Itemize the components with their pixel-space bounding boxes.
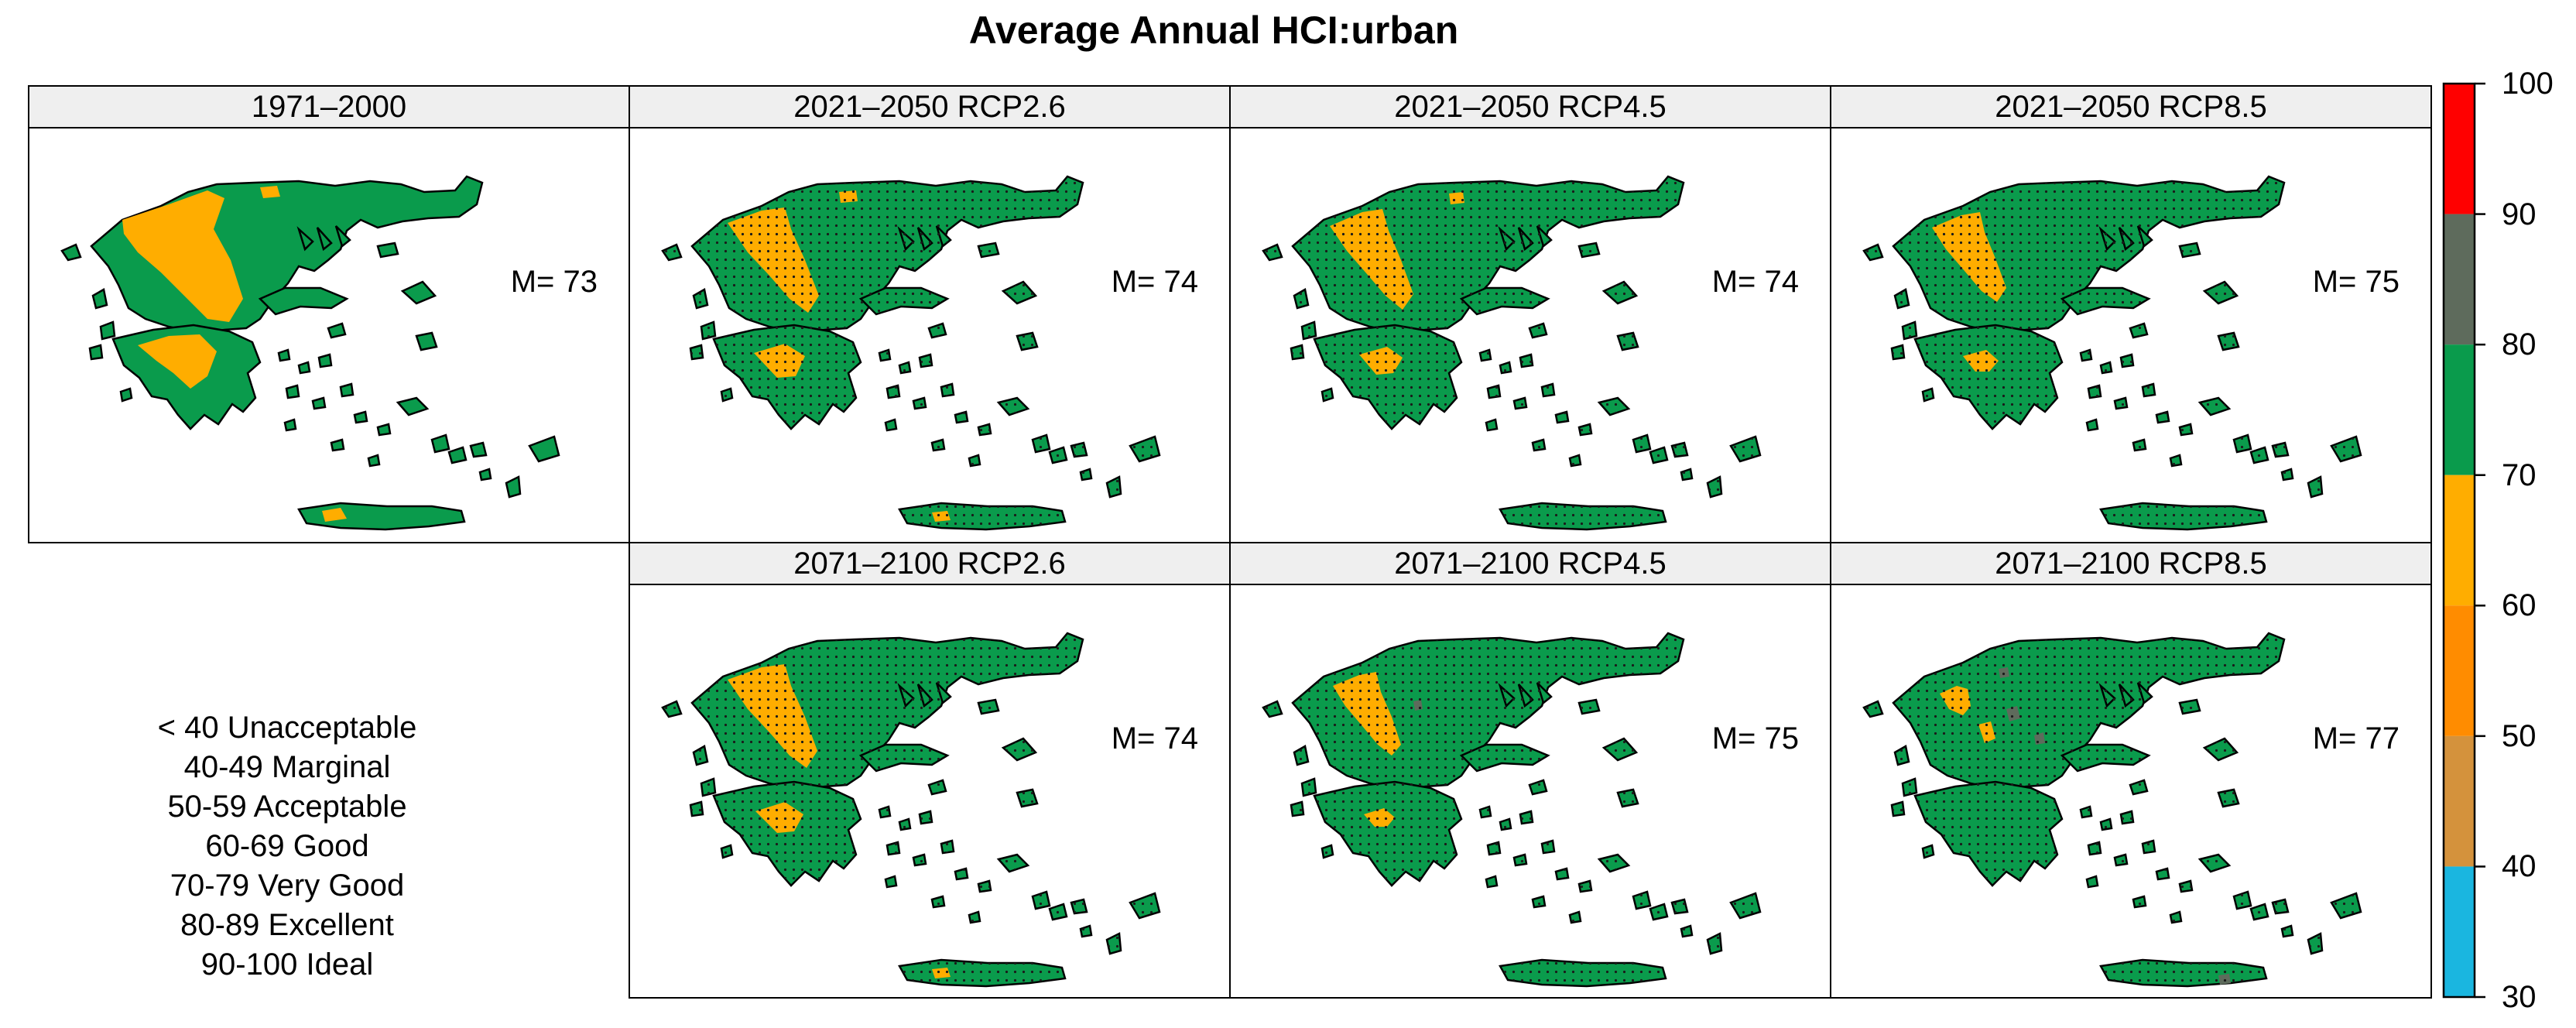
panel-title: 2071–2100 RCP8.5 (1831, 543, 2430, 585)
mean-value: M= 75 (1711, 721, 1799, 756)
legend-class: 90-100 Ideal (200, 947, 374, 982)
greece-map (661, 632, 1161, 988)
colorbar-band (2444, 605, 2475, 736)
mean-value: M= 74 (1111, 265, 1198, 299)
legend-class: < 40 Unacceptable (157, 711, 417, 745)
map-panel-2071-2100-rcp45: 2071–2100 RCP4.5 M= 75 (1229, 542, 1831, 999)
greece-map (1862, 632, 2362, 988)
colorbar-band (2444, 84, 2475, 214)
panel-title: 2021–2050 RCP4.5 (1231, 87, 1830, 128)
panel-title: 2021–2050 RCP2.6 (630, 87, 1229, 128)
greece-map (60, 175, 560, 531)
map-panel-2021-2050-rcp85: 2021–2050 RCP8.5 M= 75 (1830, 85, 2432, 543)
mean-value: M= 73 (510, 265, 598, 299)
panel-title: 2071–2100 RCP4.5 (1231, 543, 1830, 585)
colorbar (2442, 82, 2485, 999)
colorbar-band (2444, 214, 2475, 345)
hci-class-legend: < 40 Unacceptable 40-49 Marginal 50-59 A… (28, 708, 546, 985)
mean-value: M= 75 (2312, 265, 2400, 299)
colorbar-band (2444, 866, 2475, 997)
map-panel-1971-2000: 1971–2000 M= 73 (28, 85, 630, 543)
colorbar-frame (2442, 82, 2476, 999)
figure-title: Average Annual HCI:urban (968, 9, 1459, 52)
map-panel-2071-2100-rcp85: 2071–2100 RCP8.5 M= 77 (1830, 542, 2432, 999)
colorbar-tick-label: 90 (2502, 197, 2537, 231)
legend-class: 60-69 Good (205, 829, 369, 863)
map-panel-2021-2050-rcp26: 2021–2050 RCP2.6 M= 74 (629, 85, 1231, 543)
panel-title: 2021–2050 RCP8.5 (1831, 87, 2430, 128)
colorbar-tick-label: 80 (2502, 327, 2537, 362)
colorbar-tick-label: 40 (2502, 849, 2537, 884)
colorbar-tick-label: 30 (2502, 980, 2537, 1014)
map-panel-2071-2100-rcp26: 2071–2100 RCP2.6 M= 74 (629, 542, 1231, 999)
greece-map (1262, 175, 1762, 531)
colorbar-band (2444, 735, 2475, 867)
colorbar-tick-label: 50 (2502, 718, 2537, 753)
colorbar-tick-label: 60 (2502, 588, 2537, 623)
panel-title: 1971–2000 (29, 87, 629, 128)
panel-title: 2071–2100 RCP2.6 (630, 543, 1229, 585)
legend-class: 40-49 Marginal (183, 750, 391, 784)
mean-value: M= 74 (1111, 721, 1198, 756)
hci-good-zone (122, 186, 347, 522)
legend-class: 80-89 Excellent (180, 908, 394, 942)
legend-class: 70-79 Very Good (170, 869, 405, 903)
greece-map (661, 175, 1161, 531)
map-panel-2021-2050-rcp45: 2021–2050 RCP4.5 M= 74 (1229, 85, 1831, 543)
legend-class: 50-59 Acceptable (167, 790, 407, 824)
greece-map (1862, 175, 2362, 531)
colorbar-tick-label: 70 (2502, 457, 2537, 492)
colorbar-tick-label: 100 (2502, 67, 2554, 101)
colorbar-band (2444, 344, 2475, 475)
mean-value: M= 77 (2312, 721, 2400, 756)
colorbar-band (2444, 475, 2475, 606)
greece-map (1262, 632, 1762, 988)
mean-value: M= 74 (1711, 265, 1799, 299)
